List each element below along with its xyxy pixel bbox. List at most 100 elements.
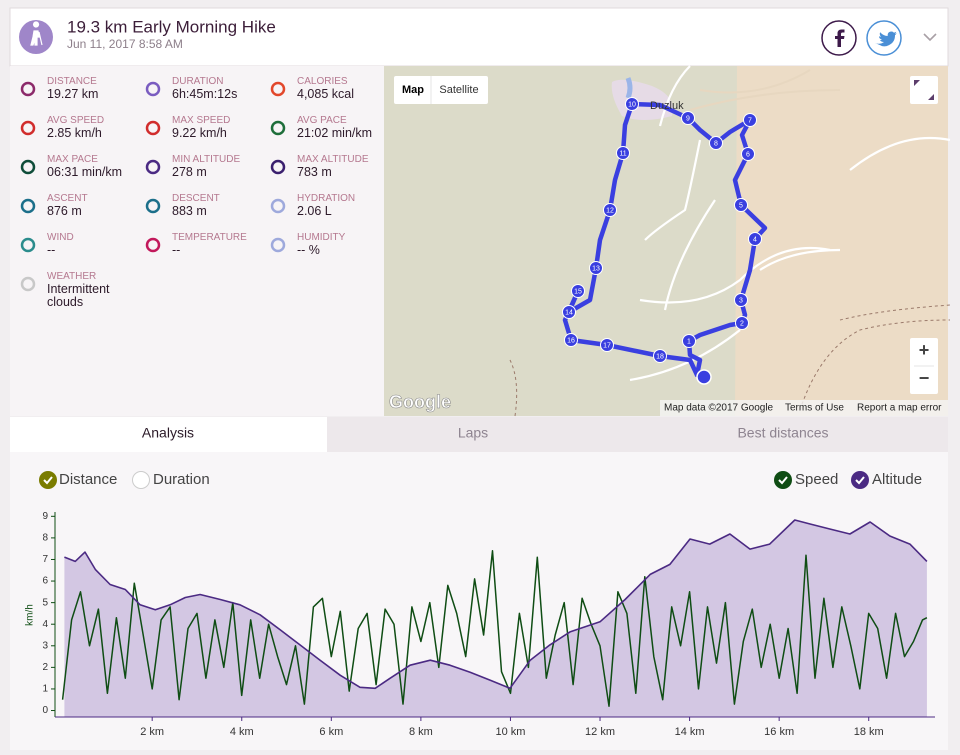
stat-value: 783 m xyxy=(297,165,332,179)
route-marker-label: 11 xyxy=(619,150,626,157)
stat: AVG SPEED 2.85 km/h xyxy=(47,115,147,140)
tab-active-bg xyxy=(10,417,327,452)
x-tick-label: 10 km xyxy=(495,726,525,738)
stat: MAX ALTITUDE 783 m xyxy=(297,154,397,179)
route-marker-label: 13 xyxy=(592,265,600,272)
stats-panel xyxy=(10,66,384,416)
stat: HYDRATION 2.06 L xyxy=(297,193,397,218)
route-marker-label: 8 xyxy=(714,140,718,147)
facebook-button[interactable] xyxy=(821,20,857,56)
expand-chevron[interactable] xyxy=(923,33,937,42)
check-glyph[interactable] xyxy=(43,476,53,485)
fullscreen-glyph[interactable] xyxy=(914,80,934,100)
x-tick-label: 4 km xyxy=(230,726,254,738)
stat: AVG PACE 21:02 min/km xyxy=(297,115,397,140)
route-marker-label: 1 xyxy=(687,338,691,345)
map-attribution-bar xyxy=(660,400,948,416)
route-marker xyxy=(589,261,603,275)
x-tick-label: 12 km xyxy=(585,726,615,738)
route-marker xyxy=(743,113,757,127)
stat: MIN ALTITUDE 278 m xyxy=(172,154,272,179)
check-glyph[interactable] xyxy=(855,476,865,485)
facebook-glyph[interactable] xyxy=(835,29,845,48)
check-glyph[interactable] xyxy=(778,476,788,485)
legend-toggle[interactable] xyxy=(851,471,869,489)
twitter-button[interactable] xyxy=(866,20,902,56)
stat: WEATHER Intermittent clouds xyxy=(47,271,147,309)
x-mode-label[interactable]: Duration xyxy=(153,471,210,488)
x-tick-label: 14 km xyxy=(675,726,705,738)
map-roads xyxy=(629,65,951,382)
y-tick-label: 3 xyxy=(42,640,48,651)
stat-label: HYDRATION xyxy=(297,193,356,204)
route-marker xyxy=(616,146,630,160)
route-marker xyxy=(603,203,617,217)
route-marker xyxy=(734,198,748,212)
x-mode-label[interactable]: Distance xyxy=(59,471,117,488)
y-tick-label: 8 xyxy=(42,533,48,544)
y-tick-label: 7 xyxy=(42,554,48,565)
tab[interactable]: Analysis xyxy=(142,425,194,441)
map-village xyxy=(611,79,673,120)
stat-label: MAX SPEED xyxy=(172,115,231,126)
y-tick-label: 9 xyxy=(42,511,48,522)
stat-value: 06:31 min/km xyxy=(47,165,123,179)
route-marker xyxy=(681,111,695,125)
stat-value: 21:02 min/km xyxy=(297,126,373,140)
stat-icon xyxy=(20,120,36,136)
y-tick-label: 4 xyxy=(42,619,48,630)
route-marker xyxy=(734,293,748,307)
x-tick-label: 8 km xyxy=(409,726,433,738)
stat: ASCENT 876 m xyxy=(47,193,147,218)
legend-label[interactable]: Speed xyxy=(795,471,838,488)
zoom-in[interactable]: + xyxy=(919,340,930,360)
distance-toggle[interactable] xyxy=(39,471,57,489)
stat-value: 278 m xyxy=(172,165,207,179)
y-axis-label: km/h xyxy=(25,604,36,626)
stat-value: 19.27 km xyxy=(47,87,99,101)
satellite-button[interactable]: Satellite xyxy=(439,84,478,96)
tab[interactable]: Best distances xyxy=(737,425,828,441)
map-attribution: Map data ©2017 Google xyxy=(664,403,774,414)
stat-icon xyxy=(145,198,161,214)
stat-icon xyxy=(270,198,286,214)
zoom-out[interactable]: − xyxy=(919,368,930,388)
tab[interactable]: Laps xyxy=(458,425,488,441)
route-marker-label: 6 xyxy=(746,151,750,158)
stat-label: MAX ALTITUDE xyxy=(297,154,369,165)
route-marker-label: 10 xyxy=(628,101,636,108)
finish-marker xyxy=(696,369,712,385)
map-type-control[interactable] xyxy=(394,76,488,104)
stat-icon xyxy=(270,120,286,136)
route-marker-label: 12 xyxy=(606,207,614,214)
legend-toggle[interactable] xyxy=(774,471,792,489)
stat-value: -- % xyxy=(297,243,320,257)
duration-toggle[interactable] xyxy=(132,471,150,489)
stat-icon xyxy=(20,159,36,175)
map-button[interactable]: Map xyxy=(402,84,424,96)
map-place: Duzluk xyxy=(650,100,684,112)
route-marker-label: 14 xyxy=(565,309,573,316)
stat-icon xyxy=(145,159,161,175)
stat-icon xyxy=(20,198,36,214)
twitter-glyph[interactable] xyxy=(875,31,897,47)
map-report[interactable]: Report a map error xyxy=(857,403,942,414)
altitude-area xyxy=(64,520,927,717)
google-logo[interactable]: Google xyxy=(389,391,452,412)
map-terms[interactable]: Terms of Use xyxy=(785,403,844,414)
speed-line xyxy=(61,550,928,707)
y-tick-label: 2 xyxy=(42,662,48,673)
activity-date: Jun 11, 2017 8:58 AM xyxy=(67,37,183,51)
map-trails xyxy=(509,304,951,417)
route-marker xyxy=(709,136,723,150)
legend-label[interactable]: Altitude xyxy=(872,471,922,488)
stat-icon xyxy=(270,81,286,97)
stat: DURATION 6h:45m:12s xyxy=(172,76,272,101)
route-marker xyxy=(571,284,585,298)
route-marker-label: 5 xyxy=(739,202,743,209)
route-marker-label: 9 xyxy=(686,115,690,122)
stat: WIND -- xyxy=(47,232,147,257)
route-marker-label: 15 xyxy=(574,288,582,295)
y-tick-label: 0 xyxy=(42,705,48,716)
